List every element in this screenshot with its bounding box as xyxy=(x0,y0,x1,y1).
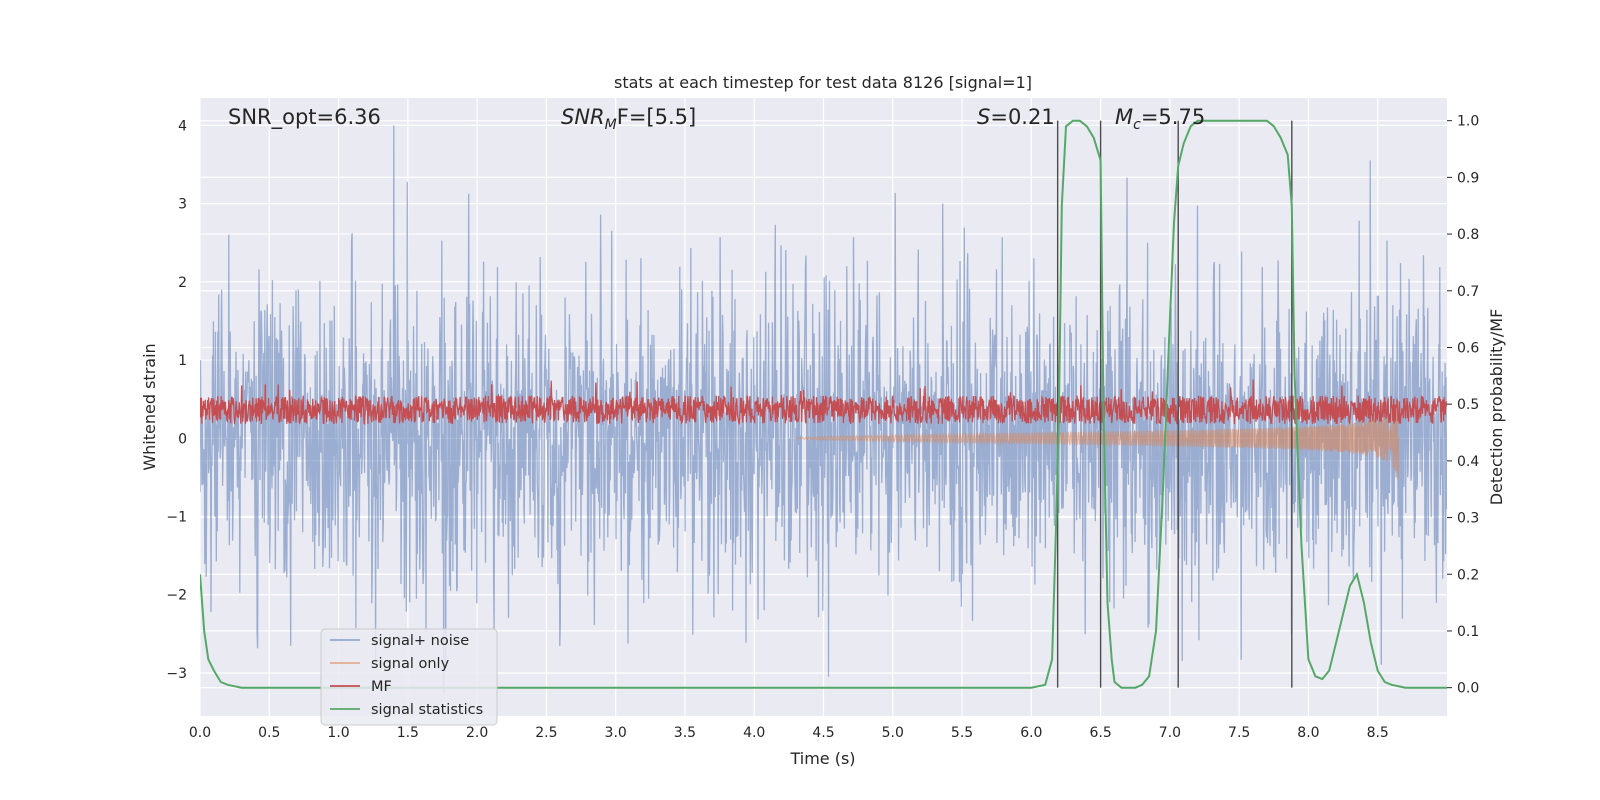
y-axis-left: −3 −2 −1 0 1 2 3 4 xyxy=(166,118,187,682)
x-tick-label: 1.5 xyxy=(397,725,419,741)
x-tick-label: 8.0 xyxy=(1297,725,1319,741)
y-left-tick-label: 2 xyxy=(178,275,187,291)
x-tick-label: 0.0 xyxy=(189,725,211,741)
legend-label-signal-only: signal only xyxy=(371,656,450,672)
data-area xyxy=(200,119,1447,693)
y-right-tick-label: 0.4 xyxy=(1457,454,1479,470)
annotation-s-rest: =0.21 xyxy=(990,105,1054,129)
y-left-tick-label: −1 xyxy=(166,510,187,526)
legend-box xyxy=(320,628,498,726)
x-tick-label: 3.0 xyxy=(605,725,627,741)
annotation-s: S=0.21 xyxy=(977,105,1055,129)
x-axis: 0.0 0.5 1.0 1.5 2.0 2.5 3.0 3.5 4.0 4.5 5.0 5.5 6.0 6… xyxy=(189,725,1389,741)
annotation-mc: Mc=5.75 xyxy=(1115,105,1205,133)
x-axis-label: Time (s) xyxy=(789,749,855,768)
y-right-tick-label: 0.3 xyxy=(1457,511,1479,527)
series-signal-only xyxy=(795,401,1400,480)
x-tick-label: 5.5 xyxy=(951,725,973,741)
legend-label-signal-statistics: signal statistics xyxy=(371,702,483,718)
annotation-snr-mf-main: SNR xyxy=(561,105,605,129)
annotation-snr-opt: SNR_opt=6.36 xyxy=(228,105,381,130)
annotation-mc-rest: =5.75 xyxy=(1141,105,1205,129)
legend-label-mf: MF xyxy=(371,679,392,695)
x-tick-label: 4.0 xyxy=(743,725,765,741)
series-signal-noise xyxy=(200,125,1447,693)
y-left-tick-label: −3 xyxy=(166,666,187,682)
annotation-snr-mf-rest: F=[5.5] xyxy=(617,105,696,129)
legend: signal+ noise signal only MF signal stat… xyxy=(320,628,498,726)
x-tick-label: 6.0 xyxy=(1020,725,1042,741)
x-tick-label: 2.5 xyxy=(535,725,557,741)
x-tick-label: 6.5 xyxy=(1089,725,1111,741)
x-tick-label: 0.5 xyxy=(258,725,280,741)
y-left-tick-label: 1 xyxy=(178,353,187,369)
x-tick-label: 4.5 xyxy=(812,725,834,741)
y-right-tick-label: 0.6 xyxy=(1457,340,1479,356)
y-left-tick-label: −2 xyxy=(166,588,187,604)
annotation-snr-mf: SNRMF=[5.5] xyxy=(561,105,696,133)
y-right-tick-label: 0.1 xyxy=(1457,624,1479,640)
x-tick-label: 7.5 xyxy=(1228,725,1250,741)
chart-title: stats at each timestep for test data 812… xyxy=(614,73,1032,92)
x-tick-label: 8.5 xyxy=(1367,725,1389,741)
y-right-tick-label: 1.0 xyxy=(1457,114,1479,130)
y-axis-left-label: Whitened strain xyxy=(140,343,159,470)
y-right-tick-label: 0.7 xyxy=(1457,284,1479,300)
y-left-tick-label: 3 xyxy=(178,197,187,213)
annotation-s-main: S xyxy=(977,105,990,129)
x-tick-label: 5.0 xyxy=(882,725,904,741)
y-axis-right-label: Detection probability/MF xyxy=(1487,309,1506,506)
y-right-tick-label: 0.8 xyxy=(1457,227,1479,243)
series-signal-statistics xyxy=(200,119,1447,689)
y-axis-right: 0.0 0.1 0.2 0.3 0.4 0.5 0.6 0.7 0.8 0.9 1.0 xyxy=(1447,114,1479,697)
x-tick-label: 3.5 xyxy=(674,725,696,741)
y-right-tick-label: 0.5 xyxy=(1457,397,1479,413)
x-tick-label: 7.0 xyxy=(1159,725,1181,741)
y-left-tick-label: 0 xyxy=(178,431,187,447)
annotation-snr-mf-sub: M xyxy=(605,117,617,133)
legend-label-signal-noise: signal+ noise xyxy=(371,633,469,649)
x-tick-label: 1.0 xyxy=(327,725,349,741)
y-right-tick-label: 0.0 xyxy=(1457,681,1479,697)
y-right-tick-label: 0.9 xyxy=(1457,170,1479,186)
series-mf xyxy=(200,379,1447,426)
x-tick-label: 2.0 xyxy=(466,725,488,741)
y-left-tick-label: 4 xyxy=(178,118,187,134)
annotation-mc-sub: c xyxy=(1133,117,1141,133)
annotation-mc-main: M xyxy=(1115,105,1133,129)
y-right-tick-label: 0.2 xyxy=(1457,567,1479,583)
